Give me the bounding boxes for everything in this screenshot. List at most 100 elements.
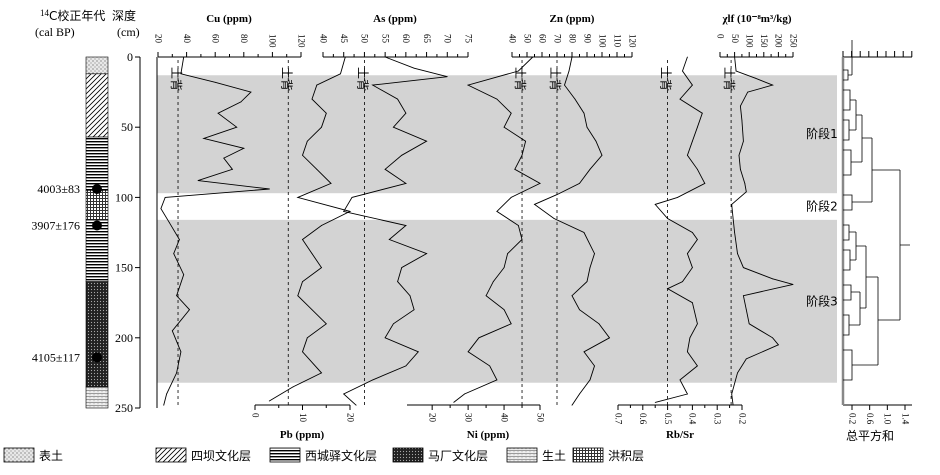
as-point xyxy=(413,309,415,311)
as-tick-label: 50 xyxy=(360,34,370,44)
as-point xyxy=(397,281,398,283)
pb-point xyxy=(306,337,308,339)
pb-point xyxy=(316,84,318,86)
zn-point xyxy=(594,365,595,367)
ni-point xyxy=(510,323,512,325)
as-tick-label: 40 xyxy=(318,34,328,44)
cu-tick-label: 40 xyxy=(182,34,192,44)
cu-point xyxy=(169,222,170,224)
zn-tick-label: 110 xyxy=(612,34,622,48)
as-point xyxy=(426,140,427,142)
lf-point xyxy=(738,154,740,156)
rbsr-point xyxy=(677,197,678,198)
lf-point xyxy=(741,119,743,121)
legend-swatch-alluvial xyxy=(572,447,604,463)
zn-tick-label: 50 xyxy=(522,34,532,44)
ni-tick-label: 20 xyxy=(427,413,437,423)
pb-point xyxy=(321,225,322,226)
legend-swatch-parent xyxy=(506,447,538,463)
lf-point xyxy=(792,284,794,285)
stage-band xyxy=(157,75,837,194)
lf-point xyxy=(772,337,773,339)
cu-point xyxy=(214,81,216,83)
as-tick-label: 75 xyxy=(463,34,473,44)
depth-tick-label: 50 xyxy=(121,120,133,134)
cu-point xyxy=(240,101,242,103)
legend-label: 生土 xyxy=(542,449,566,463)
ni-tick-label: 30 xyxy=(463,413,473,423)
rbsr-point xyxy=(696,239,698,240)
ni-point xyxy=(507,253,509,254)
pb-point xyxy=(311,309,313,311)
as-point xyxy=(343,393,345,395)
pb-tick-label: 20 xyxy=(345,413,355,423)
age-unit: (cal BP) xyxy=(35,25,75,39)
legend-label: 洪积层 xyxy=(608,449,644,463)
depth-title: 深度 xyxy=(112,8,136,23)
lithology-column: 4003±83 3907±176 4105±117 xyxy=(31,56,109,409)
zn-tick-label: 120 xyxy=(627,34,637,48)
background-value-label: 土背 xyxy=(279,67,293,91)
depth-tick-label: 0 xyxy=(127,50,133,64)
zn-point xyxy=(589,168,591,170)
legend-swatch-xichengyi xyxy=(269,447,301,463)
zn-point xyxy=(571,295,573,297)
pb-point xyxy=(306,140,308,142)
cluster-tick-label: 1.0 xyxy=(883,413,893,425)
cu-tick-label: 20 xyxy=(153,34,163,44)
date-label: 3907±176 xyxy=(31,218,80,232)
lf-point xyxy=(737,372,738,374)
stage-label: 阶段3 xyxy=(806,293,838,308)
pb-point xyxy=(321,267,322,268)
as-point xyxy=(355,404,357,406)
as-point xyxy=(409,295,411,297)
cluster-axis-title: 总平方和 xyxy=(846,428,894,443)
depth-unit: (cm) xyxy=(117,25,140,39)
rbsr-point xyxy=(704,182,706,184)
ni-point xyxy=(492,281,494,283)
pb-point xyxy=(349,211,351,212)
rbsr-point xyxy=(687,253,688,254)
lf-point xyxy=(748,323,750,325)
as-axis-title: As (ppm) xyxy=(373,13,417,25)
background-value-label: 土背 xyxy=(548,67,562,91)
cu-point xyxy=(183,274,185,276)
legend-label: 马厂文化层 xyxy=(428,448,488,463)
pb-point xyxy=(316,168,318,170)
cluster-tick-label: 0.6 xyxy=(865,413,875,425)
as-point xyxy=(405,365,407,367)
stage-label: 阶段2 xyxy=(806,199,838,214)
as-tick-label: 70 xyxy=(443,34,453,44)
zn-point xyxy=(583,232,585,233)
stage-label: 阶段1 xyxy=(806,126,838,141)
lithology-layer-siba xyxy=(85,73,109,138)
date-label: 4105±117 xyxy=(32,350,80,364)
rbsr-tick-label: 0.4 xyxy=(688,413,698,425)
panel-cu: 20 40 60 80 100 120 Cu (ppm) 土背 xyxy=(153,13,306,408)
lf-point xyxy=(745,358,747,360)
cu-point xyxy=(217,112,219,114)
as-point xyxy=(413,67,415,69)
cu-curve xyxy=(160,56,270,406)
cu-point xyxy=(197,180,199,181)
pb-point xyxy=(302,239,303,240)
lithology-layer-alluvial xyxy=(85,190,109,221)
ni-point xyxy=(518,225,519,226)
age-title-sup: 14 xyxy=(40,8,50,18)
zn-point xyxy=(586,281,588,283)
cu-point xyxy=(163,404,165,406)
as-point xyxy=(343,211,345,212)
cu-point xyxy=(189,309,190,311)
cluster-axis: 总平方和 0.2 0.6 1.0 1.4 xyxy=(842,51,913,443)
legend: 表土 四坝文化层 西城驿文化层 马厂文化层 生土 洪积层 xyxy=(3,447,644,463)
as-point xyxy=(405,225,407,226)
pb-point xyxy=(321,372,322,374)
as-point xyxy=(401,154,403,156)
pb-point xyxy=(325,323,327,325)
stage-band xyxy=(157,219,837,383)
rbsr-point xyxy=(692,267,693,268)
cu-tick-label: 60 xyxy=(211,34,221,44)
as-point xyxy=(446,76,448,78)
zn-point xyxy=(579,182,580,184)
legend-label: 西城驿文化层 xyxy=(305,448,377,463)
